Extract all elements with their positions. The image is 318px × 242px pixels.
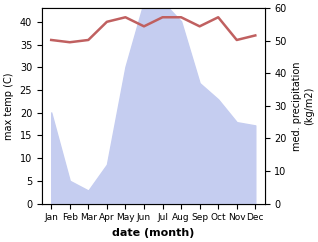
X-axis label: date (month): date (month)	[112, 228, 194, 238]
Y-axis label: med. precipitation
(kg/m2): med. precipitation (kg/m2)	[292, 61, 314, 151]
Y-axis label: max temp (C): max temp (C)	[4, 72, 14, 140]
